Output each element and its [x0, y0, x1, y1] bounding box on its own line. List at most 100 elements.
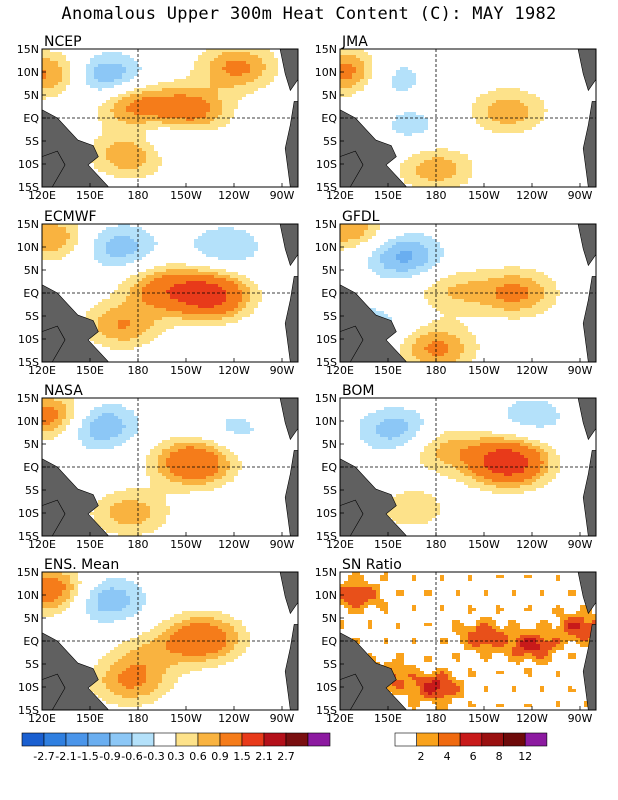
- y-tick-label: 5S: [323, 484, 337, 497]
- x-tick-label: 120E: [28, 538, 56, 551]
- y-tick-label: 15S: [18, 530, 39, 543]
- colorbar-swatch: [43, 732, 67, 747]
- colorbar-swatch: [263, 732, 287, 747]
- y-tick-label: 10N: [17, 241, 39, 254]
- y-tick-label: 10S: [316, 333, 337, 346]
- x-tick-label: 120W: [218, 712, 250, 725]
- y-tick-label: 10N: [17, 589, 39, 602]
- x-tick-label: 90W: [568, 364, 593, 377]
- x-tick-label: 150W: [468, 712, 500, 725]
- colorbar-label: 4: [444, 750, 451, 763]
- y-tick-label: 15N: [17, 218, 39, 231]
- x-tick-label: 120E: [28, 189, 56, 202]
- y-tick-label: 10S: [18, 333, 39, 346]
- x-tick-label: 90W: [270, 189, 295, 202]
- y-tick-label: 5S: [323, 658, 337, 671]
- panel-title: SN Ratio: [342, 557, 402, 573]
- y-tick-label: 5S: [25, 135, 39, 148]
- colorbar-label: -0.6: [121, 750, 142, 763]
- colorbar-label: 0.3: [167, 750, 185, 763]
- colorbar-label: -2.1: [55, 750, 76, 763]
- x-tick-label: 150W: [170, 712, 202, 725]
- y-tick-label: 5N: [24, 264, 39, 277]
- x-tick-label: 120W: [218, 538, 250, 551]
- y-tick-label: 15N: [315, 392, 337, 405]
- y-tick-label: 5N: [322, 89, 337, 102]
- y-tick-label: 5N: [322, 438, 337, 451]
- y-tick-label: 10S: [316, 507, 337, 520]
- colorbar-label: 0.6: [189, 750, 207, 763]
- y-tick-label: EQ: [23, 112, 39, 125]
- panel-title: JMA: [341, 34, 368, 50]
- y-tick-label: EQ: [321, 287, 337, 300]
- x-tick-label: 150E: [374, 189, 402, 202]
- x-tick-label: 120E: [326, 538, 354, 551]
- colorbar-swatch: [459, 732, 483, 747]
- x-tick-label: 120E: [326, 364, 354, 377]
- x-tick-label: 150W: [468, 189, 500, 202]
- x-tick-label: 120W: [218, 189, 250, 202]
- colorbar-swatch: [481, 732, 504, 747]
- x-tick-label: 150E: [76, 364, 104, 377]
- colorbar-swatch: [307, 732, 331, 747]
- x-tick-label: 150E: [374, 538, 402, 551]
- x-tick-label: 180: [426, 538, 447, 551]
- colorbar-swatch: [241, 732, 265, 747]
- y-tick-label: 15S: [316, 704, 337, 717]
- colorbar-label: -2.7: [33, 750, 54, 763]
- colorbar-swatch: [175, 732, 199, 747]
- y-tick-label: 5S: [323, 310, 337, 323]
- x-tick-label: 180: [128, 364, 149, 377]
- x-tick-label: 180: [426, 712, 447, 725]
- x-tick-label: 180: [128, 189, 149, 202]
- x-tick-label: 180: [128, 712, 149, 725]
- y-tick-label: 10N: [17, 415, 39, 428]
- colorbar-anomaly: -2.7 -2.1 -1.5 -0.9 -0.6 -0.3 0.3 0.6 0.9 1.5 2.1 2…: [21, 732, 331, 763]
- colorbar-label: 12: [518, 750, 532, 763]
- colorbar-swatch: [285, 732, 309, 747]
- x-tick-label: 90W: [270, 364, 295, 377]
- x-tick-label: 90W: [270, 712, 295, 725]
- y-tick-label: 5N: [24, 612, 39, 625]
- colorbar-swatch: [438, 732, 461, 747]
- colorbar-swatch: [21, 732, 45, 747]
- y-tick-label: 15S: [316, 181, 337, 194]
- x-tick-label: 150E: [374, 712, 402, 725]
- panel-title: ECMWF: [44, 209, 97, 225]
- y-tick-label: EQ: [23, 461, 39, 474]
- y-tick-label: 15N: [17, 566, 39, 579]
- y-tick-label: 10N: [315, 66, 337, 79]
- panel-title: NASA: [44, 383, 83, 399]
- colorbar-swatch: [131, 732, 155, 747]
- x-tick-label: 150W: [468, 538, 500, 551]
- panel-title: NCEP: [44, 34, 82, 50]
- y-tick-label: 15S: [18, 181, 39, 194]
- y-tick-label: 10S: [316, 681, 337, 694]
- y-tick-label: 5N: [24, 438, 39, 451]
- y-tick-label: EQ: [321, 461, 337, 474]
- colorbar-label: 0.9: [211, 750, 229, 763]
- y-tick-label: 15N: [17, 392, 39, 405]
- x-tick-label: 90W: [568, 712, 593, 725]
- x-tick-label: 90W: [270, 538, 295, 551]
- y-tick-label: EQ: [321, 112, 337, 125]
- colorbar-swatch: [524, 732, 548, 747]
- x-tick-label: 150E: [374, 364, 402, 377]
- colorbar-label: 1.5: [233, 750, 251, 763]
- colorbar-label: 6: [470, 750, 477, 763]
- y-tick-label: 15N: [17, 43, 39, 56]
- x-tick-label: 150W: [468, 364, 500, 377]
- x-tick-label: 150W: [170, 538, 202, 551]
- y-tick-label: 15S: [316, 356, 337, 369]
- y-tick-label: 15S: [18, 704, 39, 717]
- y-tick-label: 15N: [315, 43, 337, 56]
- colorbar-label: 2.7: [277, 750, 295, 763]
- y-tick-label: 15S: [316, 530, 337, 543]
- y-tick-label: 10N: [315, 415, 337, 428]
- panel-title: BOM: [342, 383, 374, 399]
- colorbar-swatch: [109, 732, 133, 747]
- colorbar-swatch: [153, 732, 177, 747]
